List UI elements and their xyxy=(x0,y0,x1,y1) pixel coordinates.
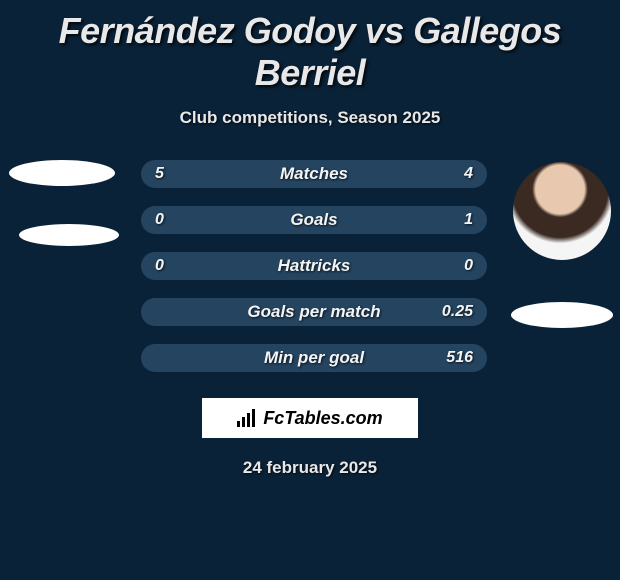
left-player-column xyxy=(7,160,117,246)
stat-left-value: 5 xyxy=(155,165,164,183)
date-label: 24 february 2025 xyxy=(0,458,620,478)
stat-right-value: 4 xyxy=(464,165,473,183)
stat-row-hattricks: 0 Hattricks 0 xyxy=(141,252,487,280)
stat-left-value: 0 xyxy=(155,211,164,229)
stats-column: 5 Matches 4 0 Goals 1 0 Hattricks 0 Goal… xyxy=(141,160,487,390)
main-container: Fernández Godoy vs Gallegos Berriel Club… xyxy=(0,0,620,488)
right-player-column xyxy=(511,160,613,328)
left-badge-1 xyxy=(9,160,115,186)
subtitle: Club competitions, Season 2025 xyxy=(0,108,620,128)
stat-row-goals: 0 Goals 1 xyxy=(141,206,487,234)
stat-label: Goals xyxy=(290,210,337,230)
stat-right-value: 1 xyxy=(464,211,473,229)
brand-logo-text: FcTables.com xyxy=(263,408,382,429)
stat-row-min-per-goal: Min per goal 516 xyxy=(141,344,487,372)
stat-row-matches: 5 Matches 4 xyxy=(141,160,487,188)
stat-right-value: 516 xyxy=(446,349,473,367)
stat-right-value: 0.25 xyxy=(442,303,473,321)
stat-label: Matches xyxy=(280,164,348,184)
right-badge xyxy=(511,302,613,328)
stat-label: Min per goal xyxy=(264,348,364,368)
stat-right-value: 0 xyxy=(464,257,473,275)
right-player-avatar xyxy=(513,162,611,260)
page-title: Fernández Godoy vs Gallegos Berriel xyxy=(0,10,620,94)
brand-logo-box: FcTables.com xyxy=(202,398,418,438)
chart-icon xyxy=(237,409,259,427)
stat-label: Hattricks xyxy=(278,256,351,276)
stat-left-value: 0 xyxy=(155,257,164,275)
stat-label: Goals per match xyxy=(247,302,380,322)
stat-row-goals-per-match: Goals per match 0.25 xyxy=(141,298,487,326)
comparison-area: 5 Matches 4 0 Goals 1 0 Hattricks 0 Goal… xyxy=(0,160,620,390)
left-badge-2 xyxy=(19,224,119,246)
